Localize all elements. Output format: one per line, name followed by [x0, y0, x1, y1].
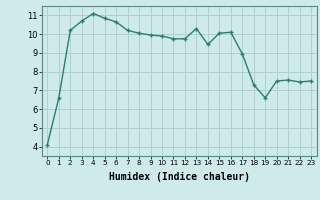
- X-axis label: Humidex (Indice chaleur): Humidex (Indice chaleur): [109, 172, 250, 182]
